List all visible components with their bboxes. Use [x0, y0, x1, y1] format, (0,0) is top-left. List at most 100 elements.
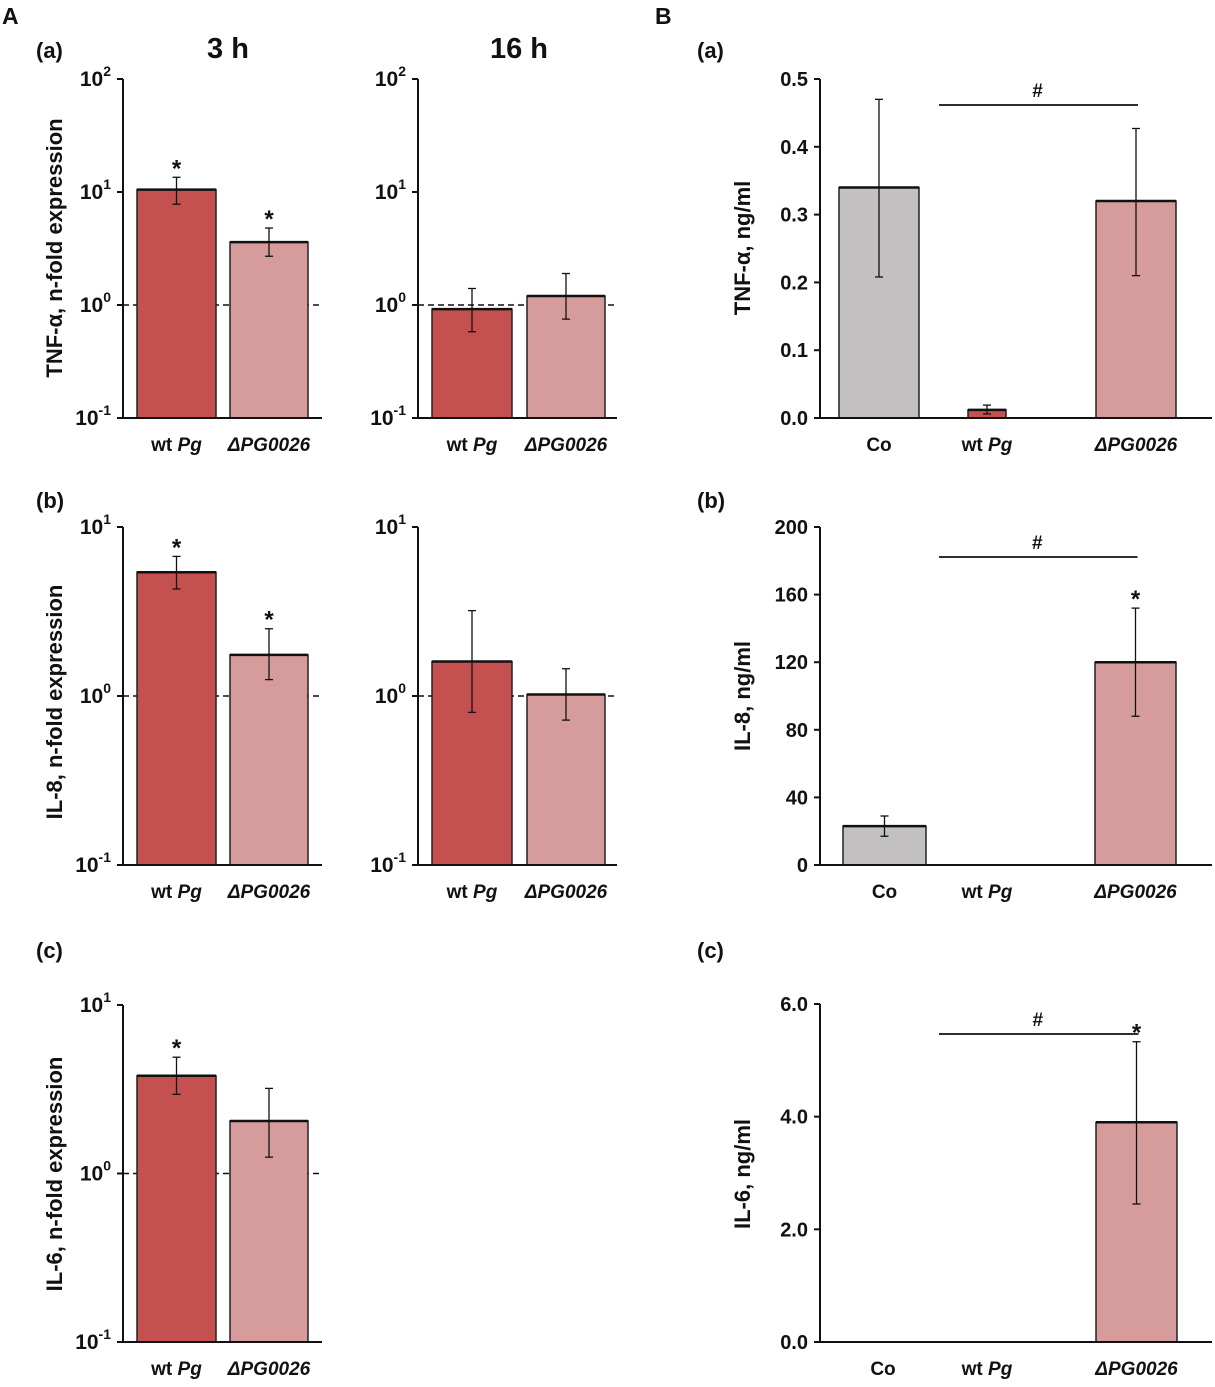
significance-star: *: [172, 1035, 182, 1062]
significance-star: *: [264, 206, 274, 233]
panel-sublabel: (c): [36, 938, 63, 963]
y-tick-label: 102: [80, 63, 111, 91]
x-tick-label-text: wt: [150, 882, 177, 903]
x-tick-label: wt Pg: [446, 435, 498, 456]
x-tick-label-text: wt: [961, 882, 988, 903]
y-tick-exponent: 0: [103, 680, 111, 696]
y-tick-label: 6.0: [780, 994, 808, 1016]
y-axis-label: IL-8, ng/ml: [730, 641, 755, 751]
y-tick-exponent: 1: [103, 511, 111, 527]
y-tick-label: 0.0: [780, 1332, 808, 1354]
x-tick-label: wt Pg: [961, 435, 1013, 456]
y-tick-label: 2.0: [780, 1219, 808, 1241]
x-tick-label: wt Pg: [961, 1359, 1013, 1380]
y-tick-exponent: -1: [99, 402, 112, 418]
y-tick-base: 10: [370, 854, 393, 877]
panel-sublabel: (b): [36, 488, 64, 513]
x-tick-label-italic: Pg: [178, 435, 203, 456]
y-tick-base: 10: [375, 516, 398, 539]
y-tick-label: 10-1: [75, 849, 111, 877]
y-tick-base: 10: [80, 181, 103, 204]
y-tick-exponent: -1: [394, 849, 407, 865]
y-tick-label: 10-1: [370, 402, 406, 430]
x-tick-label-italic: Pg: [988, 435, 1013, 456]
y-tick-exponent: 1: [103, 176, 111, 192]
col-3h-title: 3 h: [207, 33, 249, 65]
bar: [136, 1075, 217, 1343]
panel-a-letter: A: [2, 3, 19, 29]
col-16h-title: 16 h: [490, 33, 548, 65]
x-tick-label: wt Pg: [961, 882, 1013, 903]
significance-star: *: [172, 155, 182, 182]
y-tick-base: 10: [80, 68, 103, 91]
x-tick-label-italic: ΔPG0026: [227, 882, 311, 903]
x-tick-label-text: Co: [872, 882, 897, 903]
x-tick-label-text: Co: [866, 435, 891, 456]
bar: [526, 693, 606, 866]
x-tick-label-text: wt: [446, 435, 473, 456]
x-tick-label-italic: Pg: [473, 882, 498, 903]
x-tick-label-italic: ΔPG0026: [1094, 435, 1178, 456]
significance-hash: #: [1032, 1010, 1043, 1031]
y-tick-exponent: 2: [398, 63, 406, 79]
bar: [229, 654, 309, 866]
x-tick-label: wt Pg: [150, 435, 202, 456]
x-tick-label-text: wt: [446, 882, 473, 903]
x-tick-label-text: wt: [150, 1359, 177, 1380]
y-tick-label: 200: [775, 517, 808, 539]
x-tick-label-text: wt: [961, 1359, 988, 1380]
panel-sublabel: (a): [697, 38, 724, 63]
y-tick-base: 10: [375, 68, 398, 91]
x-tick-label-text: Co: [870, 1359, 895, 1380]
y-axis-label: IL-6, n-fold expression: [42, 1057, 67, 1292]
x-tick-label: ΔPG0026: [524, 435, 608, 456]
y-tick-label: 101: [80, 176, 111, 204]
x-tick-label: wt Pg: [150, 882, 202, 903]
y-tick-exponent: -1: [394, 402, 407, 418]
y-tick-label: 0.2: [780, 272, 808, 294]
chart-A-a-3h: (a) TNF-α, n-fold expression * wt Pg * ΔPG002…: [36, 38, 322, 456]
y-tick-label: 101: [80, 511, 111, 539]
y-tick-label: 120: [775, 652, 808, 674]
y-tick-base: 10: [80, 516, 103, 539]
y-tick-exponent: 1: [398, 176, 406, 192]
y-tick-exponent: 1: [103, 989, 111, 1005]
significance-star: *: [264, 607, 274, 634]
chart-B-a: (a) TNF-α, ng/ml Co wt Pg ΔPG0026 #0.0 0.1 0.2 0…: [697, 38, 1212, 456]
y-tick-base: 10: [370, 407, 393, 430]
x-tick-label: ΔPG0026: [524, 882, 608, 903]
y-tick-exponent: 0: [103, 289, 111, 305]
x-tick-label-italic: Pg: [473, 435, 498, 456]
significance-hash: #: [1032, 533, 1043, 554]
x-tick-label-italic: Pg: [178, 1359, 203, 1380]
x-tick-label-italic: ΔPG0026: [227, 1359, 311, 1380]
x-tick-label: ΔPG0026: [1094, 435, 1178, 456]
y-tick-label: 0.0: [780, 408, 808, 430]
x-tick-label-italic: Pg: [988, 882, 1013, 903]
y-axis-label: TNF-α, n-fold expression: [42, 118, 67, 377]
panel-sublabel: (b): [697, 488, 725, 513]
x-tick-label-italic: ΔPG0026: [1094, 1359, 1178, 1380]
y-tick-base: 10: [75, 1331, 98, 1354]
y-tick-base: 10: [375, 685, 398, 708]
x-tick-label-italic: ΔPG0026: [227, 435, 311, 456]
panel-sublabel: (a): [36, 38, 63, 63]
y-tick-base: 10: [375, 181, 398, 204]
x-tick-label-italic: ΔPG0026: [1093, 882, 1177, 903]
y-tick-label: 101: [80, 989, 111, 1017]
y-axis-label: TNF-α, ng/ml: [730, 181, 755, 316]
y-tick-label: 0.5: [780, 69, 808, 91]
x-tick-label: ΔPG0026: [1093, 882, 1177, 903]
y-tick-label: 100: [375, 680, 406, 708]
y-tick-label: 100: [80, 680, 111, 708]
x-tick-label-italic: ΔPG0026: [524, 435, 608, 456]
significance-star: *: [172, 534, 182, 561]
y-tick-exponent: 0: [398, 289, 406, 305]
panel-sublabel: (c): [697, 938, 724, 963]
x-tick-label-italic: Pg: [988, 1359, 1013, 1380]
x-tick-label-italic: ΔPG0026: [524, 882, 608, 903]
x-tick-label-text: wt: [961, 435, 988, 456]
y-tick-label: 10-1: [75, 1326, 111, 1354]
